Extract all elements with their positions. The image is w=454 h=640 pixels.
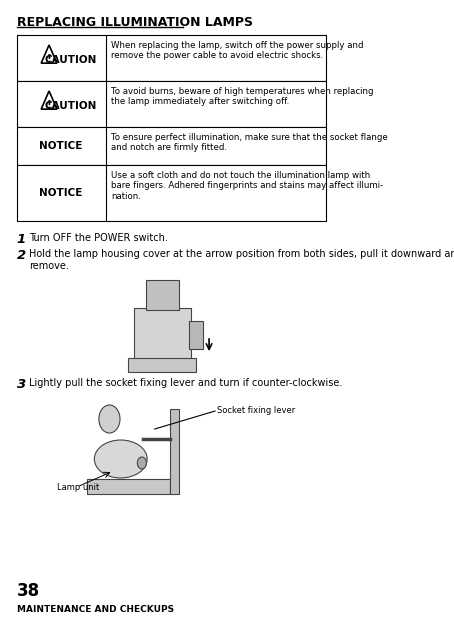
- Text: NOTICE: NOTICE: [39, 188, 83, 198]
- Text: MAINTENANCE AND CHECKUPS: MAINTENANCE AND CHECKUPS: [17, 605, 174, 614]
- Text: Lamp unit: Lamp unit: [57, 483, 99, 492]
- FancyBboxPatch shape: [189, 321, 203, 349]
- Text: CAUTION: CAUTION: [44, 55, 96, 65]
- Text: Socket fixing lever: Socket fixing lever: [217, 406, 295, 415]
- Ellipse shape: [99, 405, 120, 433]
- Text: Hold the lamp housing cover at the arrow position from both sides, pull it downw: Hold the lamp housing cover at the arrow…: [29, 249, 454, 271]
- FancyBboxPatch shape: [128, 358, 196, 372]
- FancyBboxPatch shape: [17, 165, 326, 221]
- Text: REPLACING ILLUMINATION LAMPS: REPLACING ILLUMINATION LAMPS: [17, 15, 252, 29]
- Ellipse shape: [94, 440, 147, 478]
- Text: !: !: [47, 100, 51, 109]
- Text: Use a soft cloth and do not touch the illumination lamp with
bare fingers. Adher: Use a soft cloth and do not touch the il…: [111, 171, 383, 201]
- FancyBboxPatch shape: [146, 280, 179, 310]
- FancyBboxPatch shape: [17, 127, 326, 165]
- FancyBboxPatch shape: [17, 81, 326, 127]
- Text: 3: 3: [17, 378, 26, 391]
- Text: !: !: [47, 54, 51, 64]
- Text: When replacing the lamp, switch off the power supply and
remove the power cable : When replacing the lamp, switch off the …: [111, 41, 364, 60]
- FancyBboxPatch shape: [17, 35, 326, 81]
- Text: CAUTION: CAUTION: [44, 101, 96, 111]
- Polygon shape: [87, 479, 170, 494]
- FancyBboxPatch shape: [170, 409, 179, 494]
- Text: To ensure perfect illumination, make sure that the socket flange
and notch are f: To ensure perfect illumination, make sur…: [111, 133, 388, 152]
- Circle shape: [138, 457, 147, 469]
- Text: 2: 2: [17, 249, 26, 262]
- Text: To avoid burns, beware of high temperatures when replacing
the lamp immediately : To avoid burns, beware of high temperatu…: [111, 87, 374, 106]
- Text: 1: 1: [17, 233, 26, 246]
- Text: NOTICE: NOTICE: [39, 141, 83, 151]
- Text: Turn OFF the POWER switch.: Turn OFF the POWER switch.: [29, 233, 168, 243]
- Text: 38: 38: [17, 582, 40, 600]
- Text: Lightly pull the socket fixing lever and turn if counter-clockwise.: Lightly pull the socket fixing lever and…: [29, 378, 342, 388]
- FancyBboxPatch shape: [133, 308, 191, 360]
